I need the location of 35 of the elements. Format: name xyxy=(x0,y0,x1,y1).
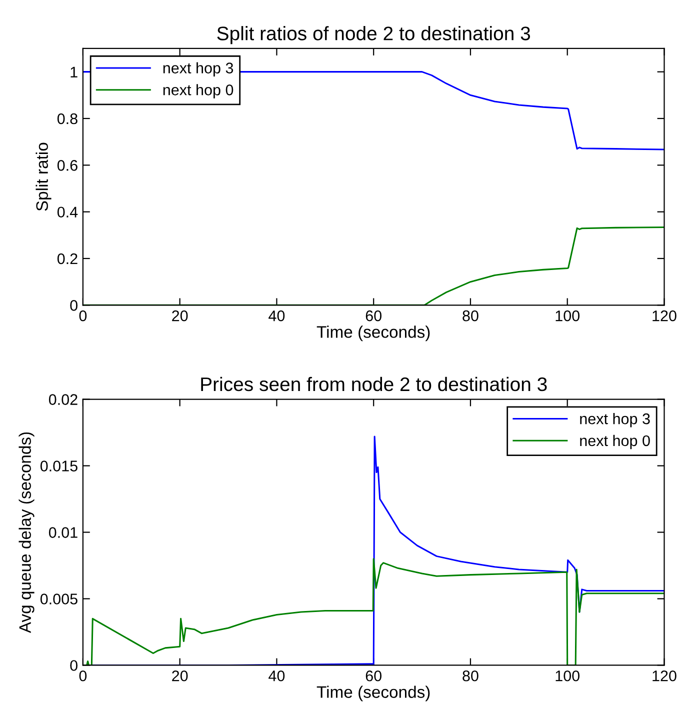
y-tick-label: 0.8 xyxy=(57,113,78,124)
x-tick-label: 0 xyxy=(79,670,87,682)
x-axis-title: Time (seconds) xyxy=(316,686,430,702)
legend-label: next hop 3 xyxy=(163,62,234,76)
y-tick-label: 0.4 xyxy=(57,206,78,218)
legend-label: next hop 3 xyxy=(580,413,650,428)
y-tick-label: 0.2 xyxy=(57,253,78,264)
x-tick-label: 20 xyxy=(172,310,188,322)
y-tick-label: 0.01 xyxy=(48,527,78,538)
y-tick-label: 0.005 xyxy=(40,594,78,604)
x-tick-label: 100 xyxy=(556,670,580,682)
x-tick-label: 80 xyxy=(462,670,478,682)
y-axis-title: Split ratio xyxy=(36,142,52,211)
x-tick-label: 60 xyxy=(366,670,382,682)
chart-title: Prices seen from node 2 to destination 3 xyxy=(201,376,547,392)
chart-title: Split ratios of node 2 to destination 3 xyxy=(217,26,530,44)
y-tick-label: 0 xyxy=(70,300,78,311)
y-tick-label: 0.6 xyxy=(57,160,78,171)
y-axis-title: Avg queue delay (seconds) xyxy=(18,432,34,634)
y-tick-label: 0.02 xyxy=(48,394,78,405)
y-tick-label: 0.015 xyxy=(40,460,78,472)
x-tick-label: 0 xyxy=(79,310,87,322)
x-tick-label: 20 xyxy=(172,670,188,682)
legend-label: next hop 0 xyxy=(580,434,650,450)
x-tick-label: 60 xyxy=(366,310,382,322)
y-tick-label: 0 xyxy=(70,660,78,671)
legend-label: next hop 0 xyxy=(163,84,234,98)
x-tick-label: 80 xyxy=(462,310,478,322)
x-tick-label: 120 xyxy=(652,310,676,322)
x-tick-label: 40 xyxy=(268,310,285,322)
y-tick-label: 1 xyxy=(70,66,78,78)
x-axis-title: Time (seconds) xyxy=(316,326,430,342)
x-tick-label: 40 xyxy=(268,670,285,682)
x-tick-label: 120 xyxy=(652,670,676,682)
x-tick-label: 100 xyxy=(556,310,580,322)
